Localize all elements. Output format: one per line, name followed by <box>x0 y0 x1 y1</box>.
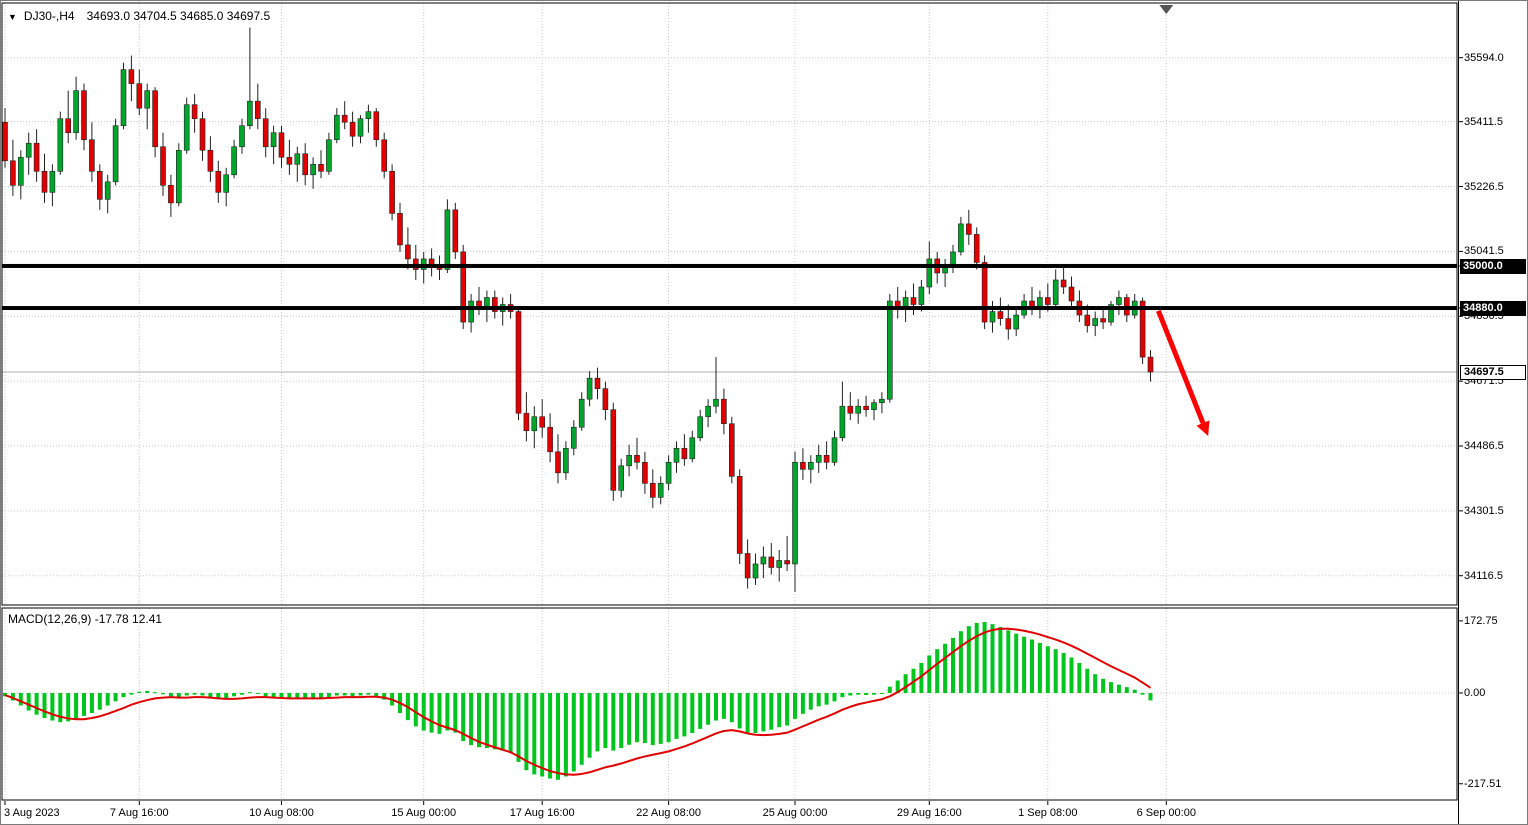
price-axis-label: 34301.5 <box>1464 504 1504 517</box>
symbol-timeframe-label: DJ30-,H4 <box>23 9 75 23</box>
time-axis-label: 6 Sep 00:00 <box>1136 807 1196 819</box>
horizontal-level-line <box>2 263 1457 268</box>
macd-axis-label: 0.00 <box>1464 686 1486 699</box>
chart-shift-marker-icon[interactable] <box>1159 5 1174 14</box>
macd-axis-label: -217.51 <box>1464 777 1502 790</box>
time-axis-label: 29 Aug 16:00 <box>896 807 962 819</box>
time-axis-label: 3 Aug 2023 <box>4 807 60 819</box>
time-axis-label: 7 Aug 16:00 <box>109 807 169 819</box>
time-axis-label: 17 Aug 16:00 <box>509 807 575 819</box>
trend-arrow[interactable] <box>1156 309 1210 437</box>
candles-layer <box>2 27 1154 593</box>
horizontal-level-line <box>2 306 1457 311</box>
main-plot-area[interactable] <box>2 3 1457 605</box>
time-axis-label: 1 Sep 08:00 <box>1018 807 1078 819</box>
ohlc-values: 34693.0 34704.5 34685.0 34697.5 <box>86 9 271 23</box>
time-axis-label: 25 Aug 00:00 <box>762 807 828 819</box>
symbol-header: ▼ DJ30-,H4 34693.0 34704.5 34685.0 34697.5 <box>8 9 270 23</box>
price-axis-label: 34486.5 <box>1464 439 1504 452</box>
price-axis-label: 35226.5 <box>1464 180 1504 193</box>
macd-plot-area[interactable] <box>2 608 1457 800</box>
price-axis-label: 35411.5 <box>1464 115 1503 128</box>
price-axis-label: 35594.0 <box>1464 51 1504 64</box>
current-price-label: 34697.5 <box>1460 365 1526 381</box>
price-axis-label: 35041.5 <box>1464 245 1504 258</box>
price-axis-label: 34116.5 <box>1464 569 1503 582</box>
axis-ticks <box>4 57 1463 805</box>
horizontal-level-lines[interactable] <box>2 263 1457 311</box>
time-axis-label: 22 Aug 08:00 <box>636 807 702 819</box>
time-axis-label: 10 Aug 08:00 <box>249 807 314 819</box>
collapse-triangle-icon[interactable]: ▼ <box>8 12 17 22</box>
level-price-label: 35000.0 <box>1460 258 1526 274</box>
grid-layer <box>2 3 1457 800</box>
macd-indicator-label: MACD(12,26,9) -17.78 12.41 <box>8 612 163 626</box>
macd-axis-label: 172.75 <box>1464 614 1498 627</box>
pane-borders <box>1 1 1459 824</box>
level-price-label: 34880.0 <box>1460 301 1526 317</box>
time-axis-label: 15 Aug 00:00 <box>391 807 457 819</box>
macd-signal-line <box>4 627 1152 776</box>
macd-histogram <box>3 622 1153 780</box>
